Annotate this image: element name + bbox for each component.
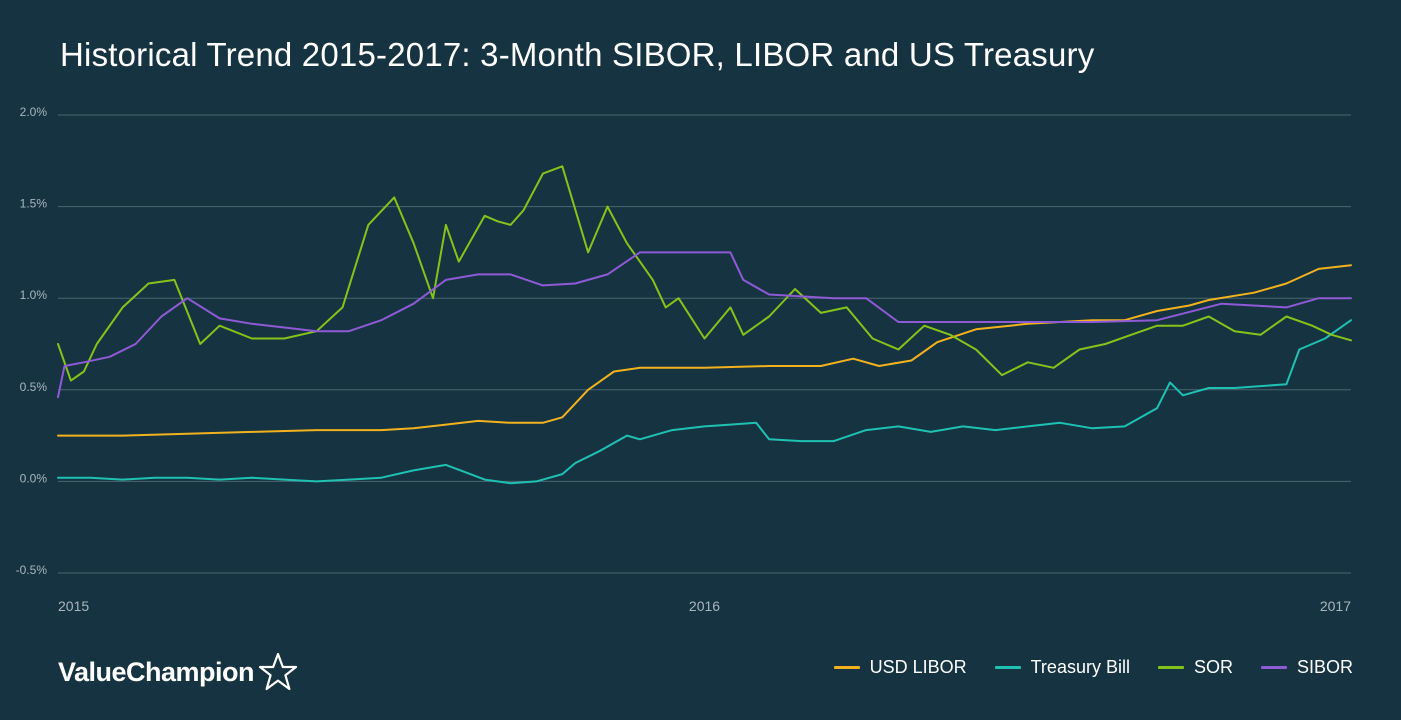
y-tick-label: 1.0% <box>20 288 48 302</box>
y-tick-label: -0.5% <box>16 563 48 577</box>
series-line-treasury-bill <box>57 319 1352 485</box>
y-tick-label: 0.5% <box>20 380 48 394</box>
y-tick-label: 1.5% <box>20 197 48 211</box>
series-line-usd-libor <box>57 264 1352 437</box>
star-outline-icon <box>258 652 298 691</box>
legend-label: USD LIBOR <box>869 657 967 677</box>
x-tick-label: 2016 <box>689 598 720 614</box>
brand-logo[interactable]: ValueChampion <box>58 652 298 692</box>
legend-swatch <box>1157 666 1184 669</box>
legend-label: SOR <box>1193 657 1233 677</box>
y-tick-label: 0.0% <box>20 471 48 485</box>
chart-title: Historical Trend 2015-2017: 3-Month SIBO… <box>60 36 1095 73</box>
legend-item-sor[interactable]: SOR <box>1157 657 1233 678</box>
legend-swatch <box>994 666 1021 669</box>
series-line-sibor <box>57 251 1352 399</box>
legend-swatch <box>1260 666 1287 669</box>
x-tick-label: 2017 <box>1320 598 1351 614</box>
brand-name: ValueChampion <box>58 656 255 687</box>
x-axis-ticks: 2015 2016 2017 <box>58 598 1351 614</box>
series-lines <box>57 165 1352 485</box>
series-line-sor <box>57 165 1352 382</box>
x-tick-label: 2015 <box>58 598 89 614</box>
y-axis-ticks: 2.0% 1.5% 1.0% 0.5% 0.0% -0.5% <box>16 105 48 577</box>
legend-swatch <box>833 666 860 669</box>
legend-item-treasury-bill[interactable]: Treasury Bill <box>994 657 1130 678</box>
gridlines <box>58 114 1351 574</box>
legend-item-sibor[interactable]: SIBOR <box>1260 657 1353 678</box>
chart-legend: USD LIBOR Treasury Bill SOR SIBOR <box>833 657 1353 678</box>
legend-item-usd-libor[interactable]: USD LIBOR <box>833 657 967 678</box>
y-tick-label: 2.0% <box>20 105 48 119</box>
legend-label: SIBOR <box>1296 657 1353 677</box>
legend-label: Treasury Bill <box>1030 657 1130 677</box>
